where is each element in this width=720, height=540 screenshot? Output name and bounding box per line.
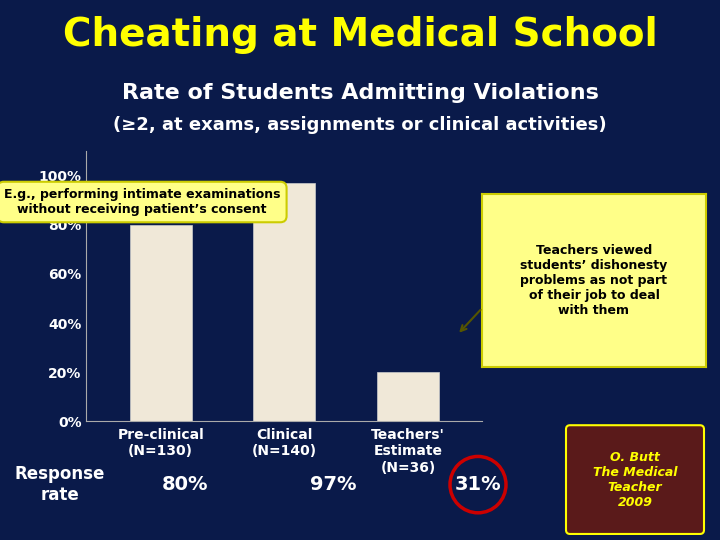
Text: 97%: 97% <box>310 475 356 494</box>
Bar <box>253 183 315 421</box>
Text: Cheating at Medical School: Cheating at Medical School <box>63 16 657 54</box>
Text: E.g., performing intimate examinations
without receiving patient’s consent: E.g., performing intimate examinations w… <box>4 182 280 216</box>
Text: Teachers viewed
students’ dishonesty
problems as not part
of their job to deal
w: Teachers viewed students’ dishonesty pro… <box>521 244 667 318</box>
Text: 80%: 80% <box>162 475 208 494</box>
FancyBboxPatch shape <box>566 425 704 534</box>
Text: (≥2, at exams, assignments or clinical activities): (≥2, at exams, assignments or clinical a… <box>113 116 607 134</box>
Text: 31%: 31% <box>455 475 501 494</box>
Bar <box>130 225 192 421</box>
Text: Response
rate: Response rate <box>15 465 105 504</box>
Text: Rate of Students Admitting Violations: Rate of Students Admitting Violations <box>122 83 598 103</box>
Text: O. Butt
The Medical
Teacher
2009: O. Butt The Medical Teacher 2009 <box>593 450 678 509</box>
Bar <box>377 372 439 421</box>
